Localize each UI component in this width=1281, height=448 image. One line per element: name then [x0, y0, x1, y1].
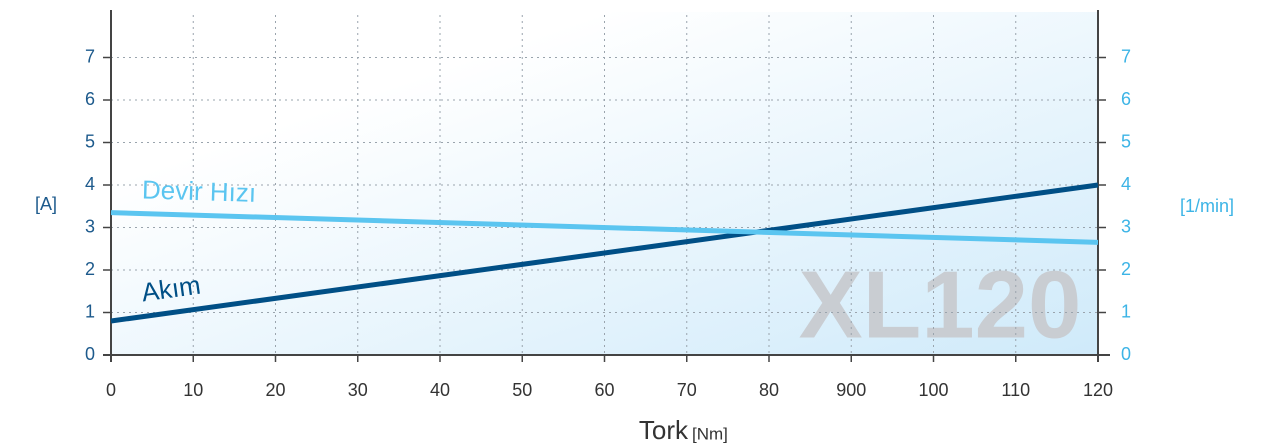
series-line [110, 210, 1099, 245]
y2-axis-label: [1/min] [1180, 196, 1234, 216]
y-tick-label: 1 [85, 301, 95, 321]
x-tick-label: 100 [918, 380, 948, 400]
x-tick-label: 110 [1001, 380, 1030, 400]
y-tick-label: 2 [85, 259, 95, 279]
y-tick-label: 6 [85, 89, 95, 109]
y2-tick-label: 3 [1121, 216, 1131, 236]
x-tick-label: 60 [594, 380, 614, 400]
y-tick-label: 5 [85, 131, 95, 151]
y-axis-label: [A] [35, 194, 57, 214]
series-label: Devir Hızı [142, 174, 257, 207]
watermark: XL120 [799, 251, 1082, 358]
y2-tick-label: 7 [1121, 46, 1131, 66]
y2-tick-label: 4 [1121, 174, 1131, 194]
y-tick-label: 4 [85, 174, 95, 194]
x-tick-label: 120 [1083, 380, 1113, 400]
x-tick-label: 900 [836, 380, 866, 400]
y2-tick-label: 6 [1121, 89, 1131, 109]
x-tick-label: 40 [430, 380, 450, 400]
series-line [110, 182, 1099, 324]
y-tick-label: 7 [85, 46, 95, 66]
x-tick-label: 50 [512, 380, 532, 400]
y2-tick-label: 0 [1121, 344, 1131, 364]
x-tick-label: 10 [183, 380, 203, 400]
y-tick-label: 0 [85, 344, 95, 364]
x-tick-label: 30 [348, 380, 368, 400]
x-tick-label: 0 [106, 380, 116, 400]
y2-tick-label: 5 [1121, 131, 1131, 151]
x-tick-label: 80 [759, 380, 779, 400]
y2-tick-label: 1 [1121, 301, 1131, 321]
x-axis-unit: [Nm] [692, 424, 728, 443]
y2-tick-label: 2 [1121, 259, 1131, 279]
x-axis-label: Tork [639, 415, 689, 445]
x-tick-label: 20 [265, 380, 285, 400]
y-tick-label: 3 [85, 216, 95, 236]
x-tick-label: 70 [677, 380, 697, 400]
